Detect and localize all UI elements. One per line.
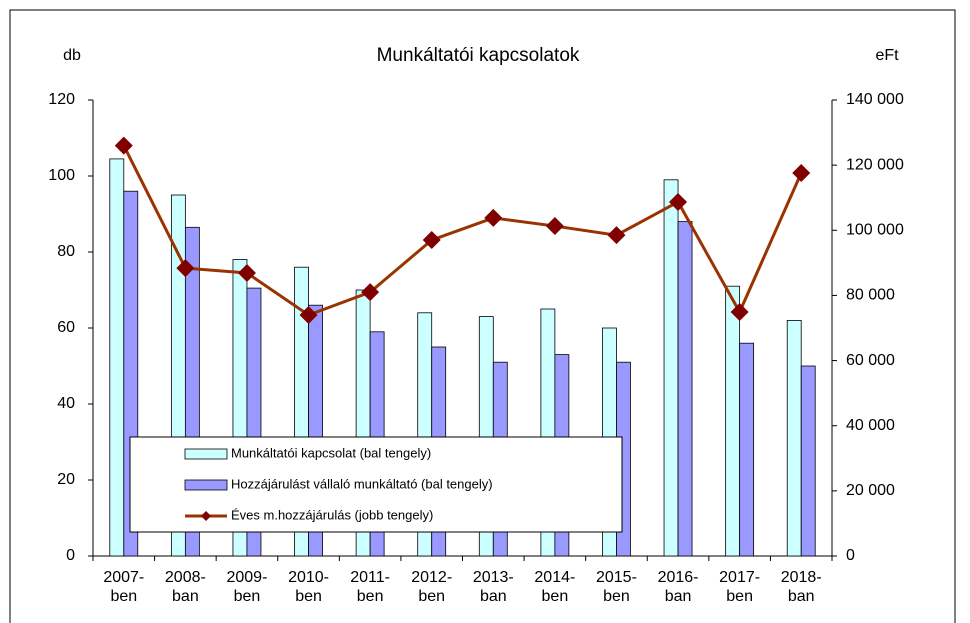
line-marker [792,163,811,182]
x-tick-label: ban [788,588,815,605]
y-tick-label: 20 [57,471,75,488]
x-tick-label: 2017- [719,569,760,586]
x-tick-label: 2013- [473,569,514,586]
x-tick-label: 2016- [658,569,699,586]
x-tick-label: ban [480,588,507,605]
x-tick-label: ben [234,588,261,605]
y2-axis-label: eFt [875,47,899,64]
legend-label: Hozzájárulást vállaló munkáltató (bal te… [231,476,493,491]
legend-swatch [201,511,211,521]
legend-label: Éves m.hozzájárulás (jobb tengely) [231,507,433,522]
x-tick-label: 2007- [103,569,144,586]
y2-tick-label: 80 000 [846,287,895,304]
y2-tick-label: 100 000 [846,222,904,239]
y2-tick-label: 60 000 [846,352,895,369]
x-tick-label: ben [603,588,630,605]
line-marker [176,259,195,278]
y-tick-label: 60 [57,319,75,336]
bar [739,342,755,557]
y2-tick-label: 140 000 [846,91,904,108]
x-tick-label: 2015- [596,569,637,586]
x-tick-label: 2008- [165,569,206,586]
y2-tick-label: 120 000 [846,156,904,173]
line-marker [484,208,503,227]
legend-swatch [184,448,228,460]
line-marker [669,192,688,211]
x-tick-label: 2009- [226,569,267,586]
bar [725,285,741,557]
x-tick-label: ben [357,588,384,605]
bar [800,365,816,557]
bar [663,179,679,557]
line-marker [114,136,133,155]
bar [109,158,125,557]
y2-tick-label: 0 [846,547,855,564]
y2-tick-label: 40 000 [846,417,895,434]
line [122,144,803,317]
x-tick-label: ben [295,588,322,605]
bar [786,319,802,557]
y2-tick-label: 20 000 [846,482,895,499]
y-axis-label: db [63,47,81,64]
line-marker [545,217,564,236]
chart-title: Munkáltatói kapcsolatok [377,45,580,66]
x-tick-label: ben [418,588,445,605]
x-tick-label: 2018- [781,569,822,586]
x-tick-label: 2014- [534,569,575,586]
x-tick-label: ban [172,588,199,605]
legend-swatch [184,479,228,491]
x-tick-label: ben [542,588,569,605]
y-tick-label: 100 [48,167,75,184]
x-tick-label: 2010- [288,569,329,586]
line-marker [607,226,626,245]
x-tick-label: ben [726,588,753,605]
line-marker [299,305,318,324]
y-tick-label: 0 [66,547,75,564]
line-marker [422,231,441,250]
x-tick-label: ben [110,588,137,605]
bar [677,221,693,557]
y-tick-label: 80 [57,243,75,260]
legend-label: Munkáltatói kapcsolat (bal tengely) [231,445,431,460]
x-tick-label: 2012- [411,569,452,586]
line-marker [237,263,256,282]
y-tick-label: 40 [57,395,75,412]
y-tick-label: 120 [48,91,75,108]
x-tick-label: 2011- [350,569,390,586]
line-marker [730,303,749,322]
x-tick-label: ban [665,588,692,605]
line-marker [361,283,380,302]
